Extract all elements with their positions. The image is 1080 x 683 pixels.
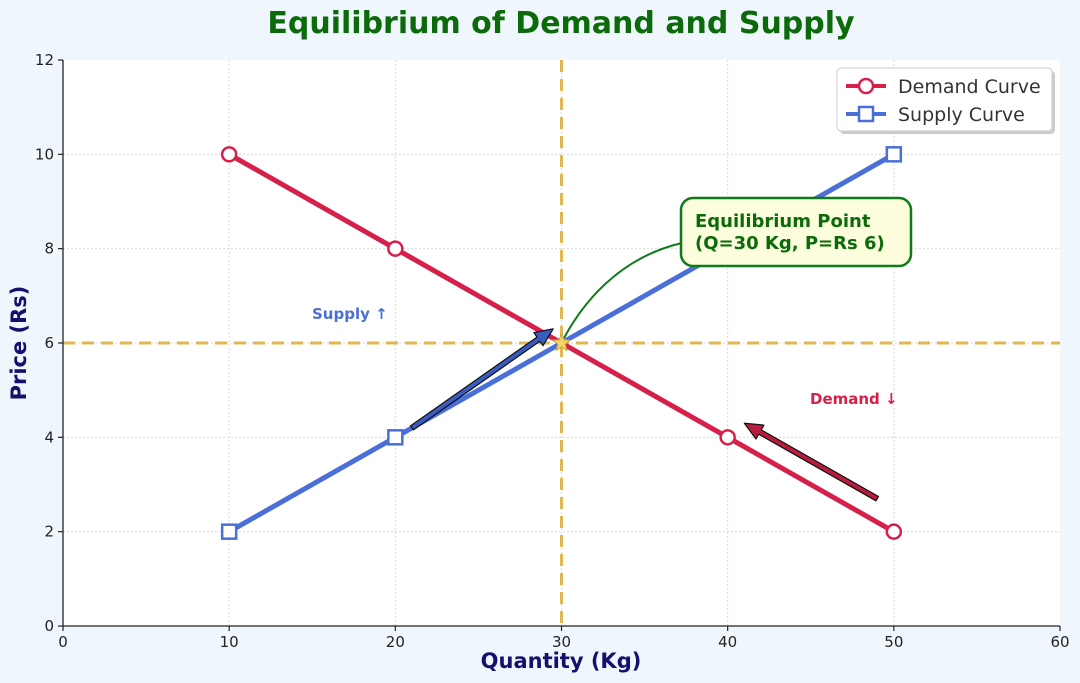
demand-point: [387, 240, 404, 257]
legend-demand-marker: [857, 77, 875, 95]
y-tick-label: 10: [35, 145, 54, 163]
supply-point: [387, 429, 404, 446]
equilibrium-label-line2: (Q=30 Kg, P=Rs 6): [695, 233, 885, 254]
x-tick-label: 50: [884, 633, 903, 651]
y-axis-label: Price (Rs): [7, 286, 31, 401]
legend-supply-label: Supply Curve: [898, 104, 1025, 126]
supply-point: [220, 523, 238, 540]
y-tick-label: 0: [44, 617, 54, 635]
x-tick-label: 60: [1050, 633, 1069, 651]
y-tick-label: 8: [44, 240, 54, 258]
x-tick-label: 20: [386, 633, 405, 651]
legend-supply-marker: [857, 105, 875, 123]
demand-point: [220, 146, 238, 163]
axes: 0 10 20 30 40 50 60 0 2 4 6 8 10 12: [35, 51, 1070, 651]
x-axis-label: Quantity (Kg): [481, 649, 642, 673]
supply-point: [885, 146, 903, 163]
equilibrium-annotation: Equilibrium Point (Q=30 Kg, P=Rs 6): [563, 196, 913, 339]
x-tick-label: 30: [552, 633, 571, 651]
demand-point: [719, 429, 736, 446]
y-tick-label: 6: [44, 334, 54, 352]
equilibrium-label-box: [679, 196, 913, 268]
equilibrium-label-line1: Equilibrium Point: [695, 211, 871, 232]
legend: Demand Curve Supply Curve: [836, 67, 1055, 134]
y-tick-label: 12: [35, 51, 54, 69]
supply-annotation: Supply ↑: [312, 305, 388, 323]
y-tick-label: 2: [44, 523, 54, 541]
y-tick-label: 4: [44, 428, 54, 446]
arrows: [409, 328, 880, 502]
demand-point: [885, 523, 903, 540]
x-tick-label: 40: [718, 633, 737, 651]
x-tick-label: 0: [58, 633, 68, 651]
demand-annotation: Demand ↓: [810, 390, 898, 408]
equilibrium-connector: [563, 242, 683, 339]
equilibrium-point: [551, 332, 572, 352]
x-tick-label: 10: [220, 633, 239, 651]
supply-arrow: [409, 328, 554, 431]
demand-arrow: [743, 422, 880, 502]
chart-title: Equilibrium of Demand and Supply: [267, 6, 855, 41]
legend-demand-label: Demand Curve: [898, 76, 1041, 98]
